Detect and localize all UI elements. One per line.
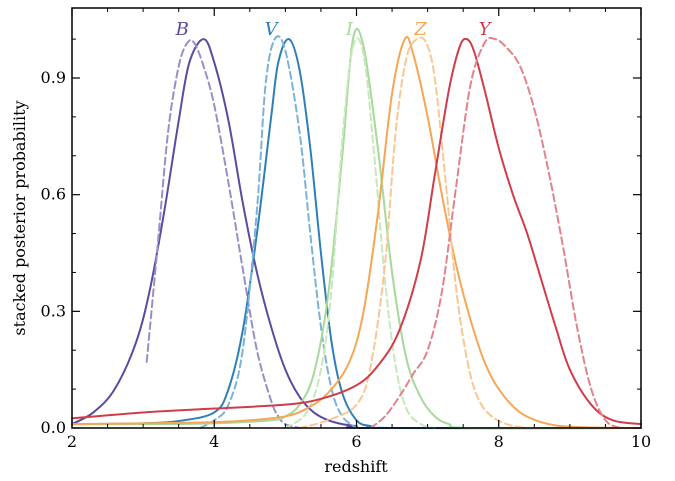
x-tick-label: 6	[351, 432, 361, 451]
x-tick-label: 10	[631, 432, 651, 451]
x-tick-label: 2	[67, 432, 77, 451]
series-line-I-dashed	[284, 37, 436, 429]
series-line-V-dashed	[199, 35, 358, 429]
series-layer	[71, 27, 642, 430]
x-tick-label: 4	[209, 432, 219, 451]
series-line-Y-dashed	[369, 36, 621, 429]
band-label-V: V	[265, 19, 280, 40]
band-label-I: I	[345, 19, 354, 40]
series-line-I-solid	[71, 27, 642, 430]
y-tick-label: 0.3	[41, 301, 66, 320]
y-tick-label: 0.9	[41, 68, 66, 87]
y-tick-label: 0.6	[41, 185, 66, 204]
ticks-layer: 2 4 6 8 10 0.0 0.3 0.6 0.9	[41, 8, 651, 451]
plot-area	[72, 8, 641, 428]
band-label-B: B	[175, 19, 189, 40]
series-line-Z-dashed	[298, 36, 536, 429]
y-axis-label: stacked posterior probability	[10, 100, 29, 335]
plot-frame	[71, 7, 642, 429]
series-line-V-solid	[71, 38, 642, 430]
series-line-B-solid	[71, 38, 642, 430]
band-label-Z: Z	[413, 19, 427, 40]
x-axis-label: redshift	[324, 457, 388, 476]
series-line-Y-solid	[71, 37, 642, 426]
band-label-Y: Y	[479, 19, 493, 40]
series-line-B-dashed	[145, 39, 301, 429]
x-tick-label: 8	[494, 432, 504, 451]
series-line-Z-solid	[71, 35, 642, 429]
y-tick-label: 0.0	[41, 418, 66, 437]
